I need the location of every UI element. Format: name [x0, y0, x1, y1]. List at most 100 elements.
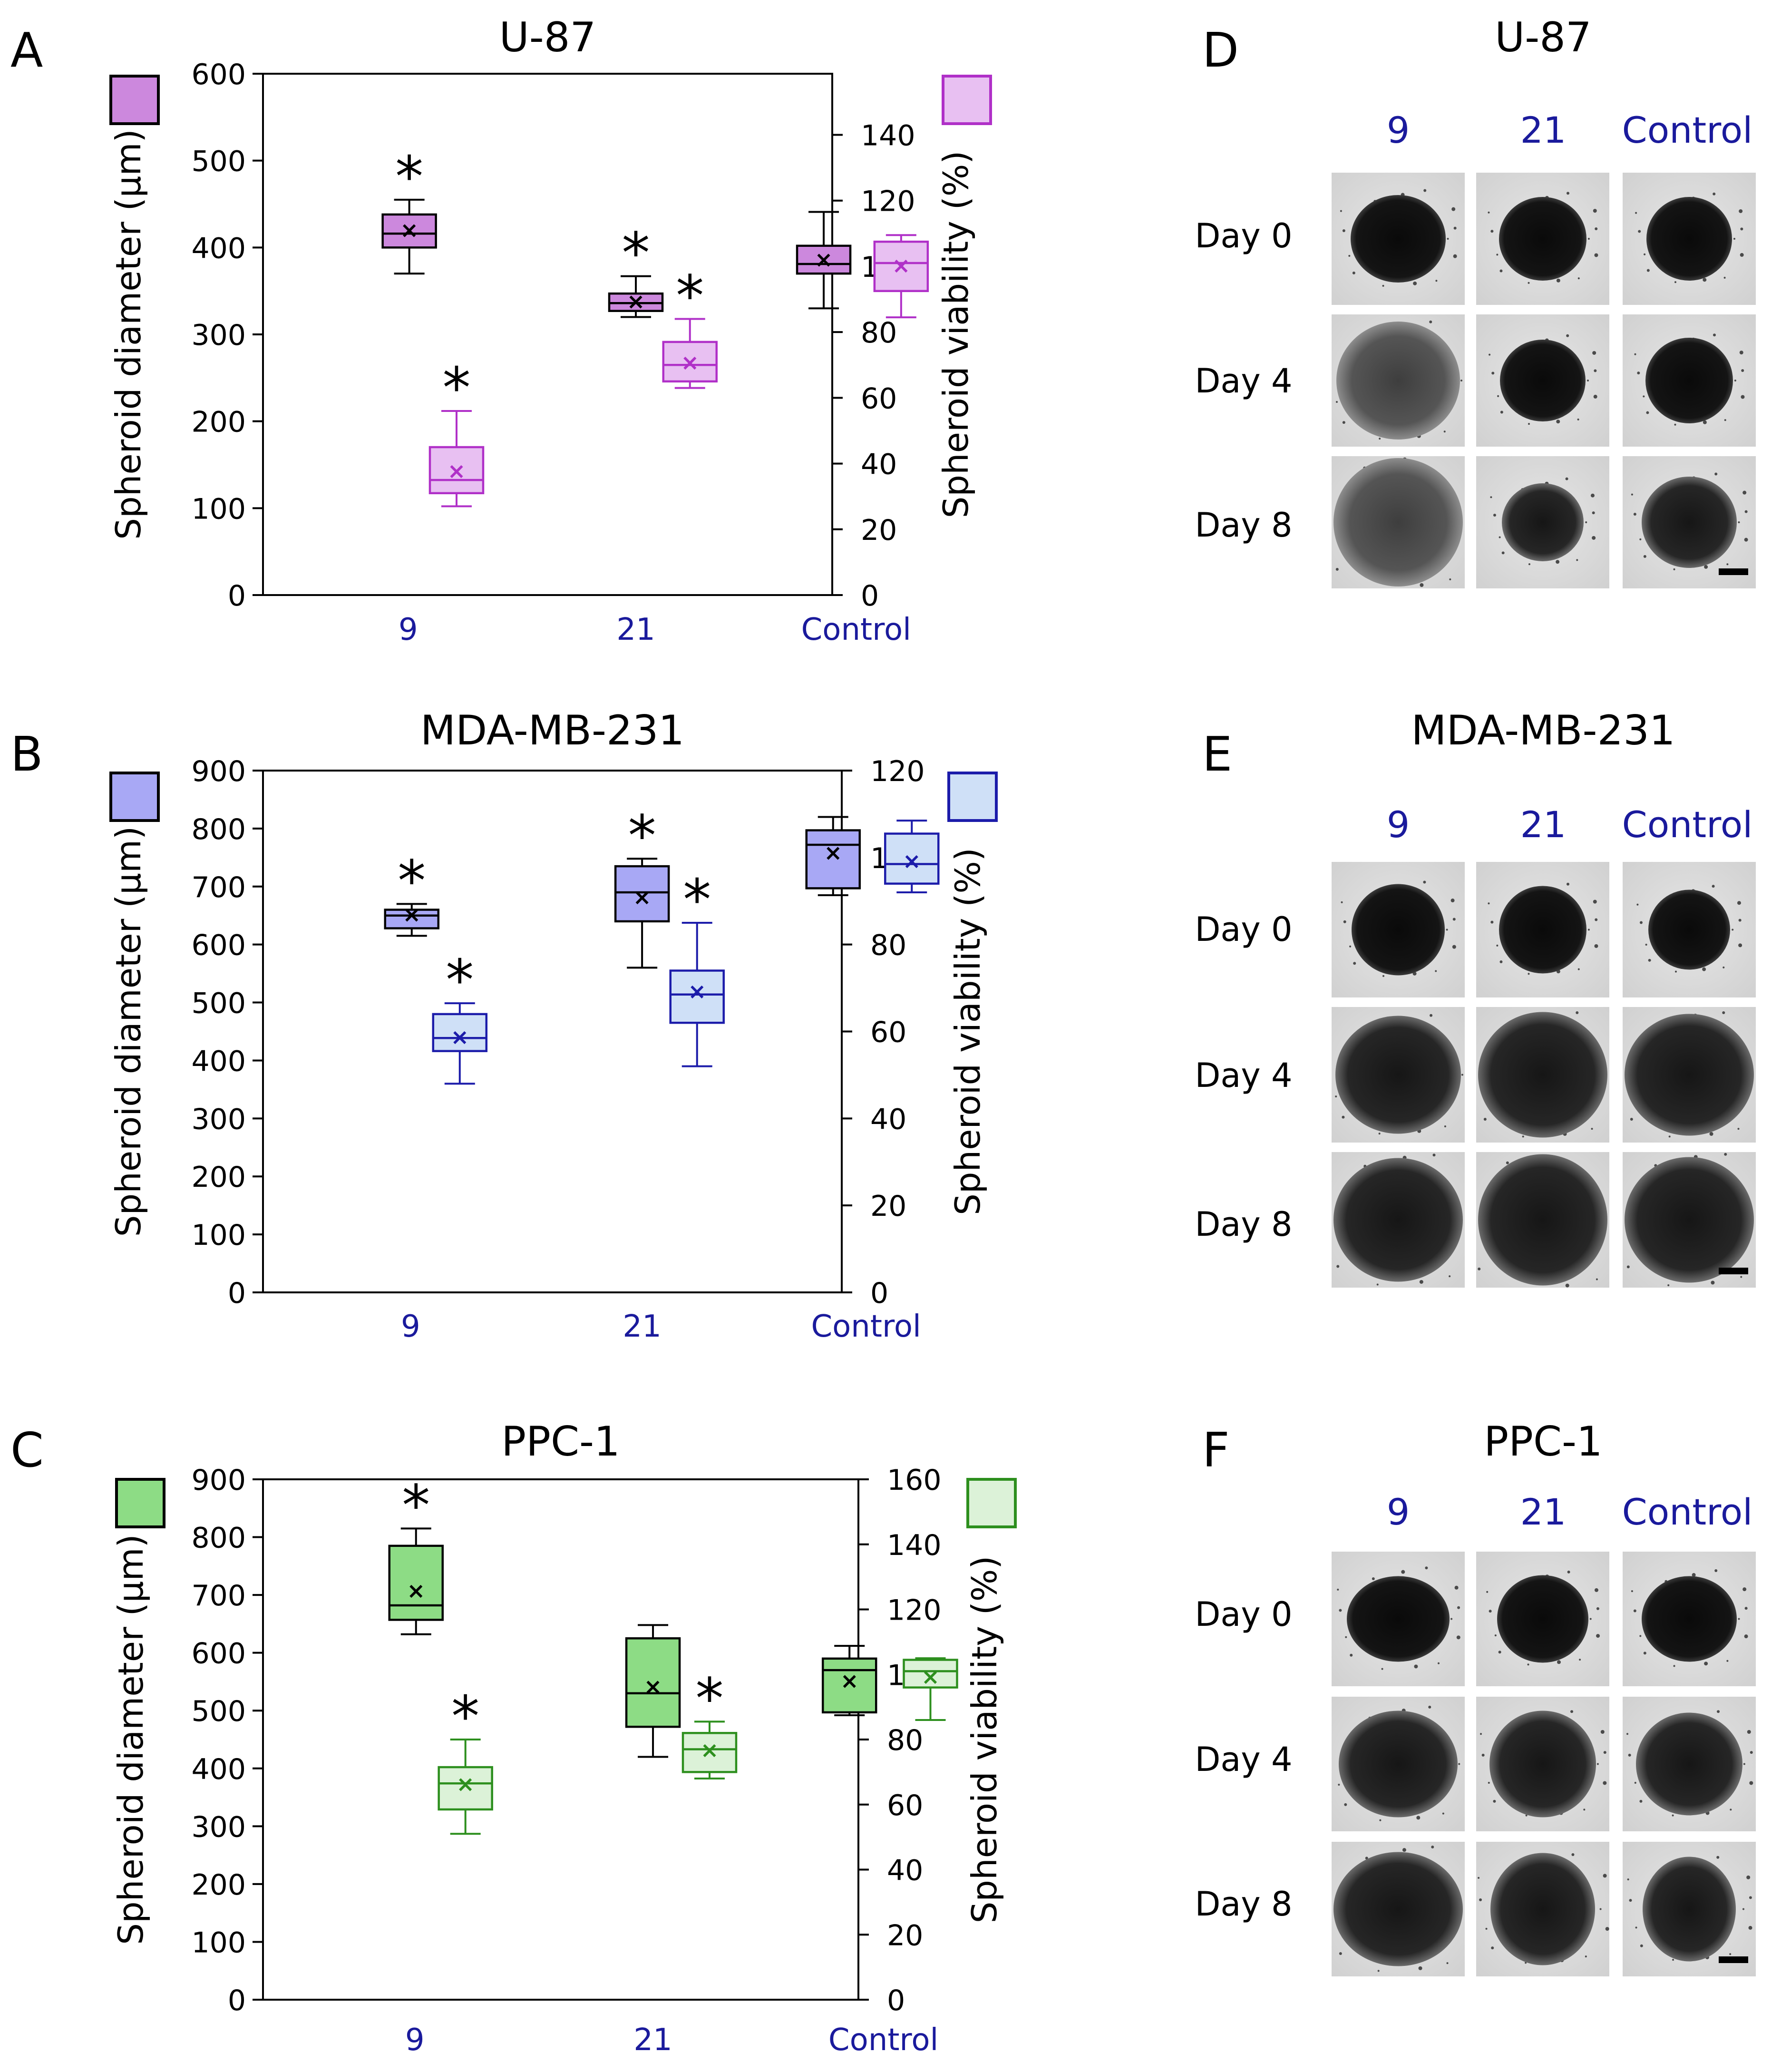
debris-speck	[1592, 511, 1595, 515]
debris-speck	[1522, 1135, 1524, 1138]
debris-speck	[1742, 490, 1747, 495]
panel-letter: D	[1202, 22, 1239, 78]
y-tick-label: 500	[191, 1695, 246, 1728]
scale-bar	[1719, 1956, 1748, 1963]
debris-speck	[1603, 1874, 1607, 1878]
debris-speck	[1449, 578, 1451, 580]
scale-bar	[1719, 1268, 1748, 1274]
panel-title: PPC-1	[1484, 1418, 1603, 1466]
debris-speck	[1599, 1908, 1602, 1910]
debris-speck	[1481, 1753, 1485, 1757]
x-category-label: 9	[401, 1309, 420, 1344]
spheroid-image	[1623, 862, 1756, 997]
significance-asterisk: *	[696, 1665, 724, 1731]
debris-speck	[1416, 1816, 1421, 1820]
debris-speck	[1704, 1662, 1708, 1666]
debris-speck	[1595, 918, 1598, 921]
diameter-legend-swatch	[109, 75, 160, 125]
debris-speck	[1431, 1845, 1434, 1848]
viability-legend-swatch	[942, 75, 992, 125]
debris-speck	[1626, 1733, 1629, 1735]
panel-letter: F	[1202, 1422, 1230, 1478]
y-tick-label: 300	[191, 319, 246, 352]
debris-speck	[1349, 945, 1352, 948]
x-category-label: 21	[623, 1309, 661, 1344]
debris-speck	[1603, 1751, 1606, 1754]
debris-speck	[1449, 1275, 1451, 1278]
y2-tick-label: 80	[887, 1724, 923, 1757]
debris-speck	[1714, 472, 1718, 476]
y2-tick-label: 20	[861, 514, 897, 547]
debris-speck	[1738, 943, 1742, 948]
spheroid-blob	[1643, 1857, 1736, 1962]
y-tick-label: 0	[228, 1984, 246, 2017]
debris-speck	[1479, 1898, 1482, 1902]
column-header: Control	[1622, 803, 1753, 846]
chart-panel-a: AU-8701002003004005006000204060801001201…	[10, 14, 992, 647]
debris-speck	[1335, 567, 1339, 571]
box-iqr	[662, 341, 718, 383]
row-label: Day 4	[1195, 1056, 1292, 1095]
diameter-box-21: ×*	[608, 220, 664, 318]
y-tick-label: 200	[191, 406, 246, 439]
y2-tick-label: 140	[861, 119, 915, 153]
debris-speck	[1712, 885, 1715, 888]
debris-speck	[1645, 944, 1647, 946]
spheroid-image	[1476, 862, 1609, 997]
row-label: Day 0	[1195, 1595, 1292, 1634]
debris-speck	[1365, 1857, 1368, 1860]
debris-speck	[1741, 369, 1744, 372]
debris-speck	[1566, 334, 1569, 337]
diameter-box-9: ×*	[388, 1472, 444, 1635]
viability-box-control: ×	[903, 1657, 958, 1721]
y-tick-label: 900	[191, 755, 246, 788]
debris-speck	[1382, 284, 1384, 287]
y-tick-label: 600	[191, 929, 246, 962]
debris-speck	[1450, 899, 1455, 903]
debris-speck	[1378, 1133, 1381, 1135]
debris-speck	[1401, 1570, 1405, 1574]
viability-box-control: ×	[873, 234, 929, 319]
debris-speck	[1742, 1908, 1744, 1910]
debris-speck	[1335, 1095, 1337, 1098]
micrograph-panel-e: E MDA-MB-231 9 21 Control Day 0 Day 4 Day 8	[1195, 707, 1756, 1288]
chart-title: PPC-1	[501, 1418, 620, 1466]
debris-speck	[1748, 1925, 1752, 1930]
significance-asterisk: *	[451, 1683, 479, 1749]
diameter-box-control: ×	[805, 816, 861, 897]
debris-speck	[1749, 1896, 1752, 1899]
debris-speck	[1342, 421, 1345, 424]
plot-frame	[262, 1478, 859, 2001]
y-tick-label: 700	[191, 1579, 246, 1613]
diameter-legend-swatch	[115, 1478, 165, 1528]
debris-speck	[1528, 282, 1530, 284]
debris-speck	[1593, 899, 1597, 904]
debris-speck	[1338, 1783, 1340, 1786]
debris-speck	[1717, 1710, 1720, 1713]
debris-speck	[1747, 1730, 1751, 1734]
debris-speck	[1556, 278, 1560, 283]
y2-axis-title: Spheroid viability (%)	[948, 848, 988, 1215]
debris-speck	[1724, 1153, 1727, 1156]
debris-speck	[1713, 192, 1716, 195]
debris-speck	[1488, 902, 1490, 905]
y-axis-title: Spheroid diameter (µm)	[111, 1534, 151, 1945]
debris-speck	[1631, 493, 1633, 496]
debris-speck	[1692, 1573, 1696, 1577]
debris-speck	[1630, 1118, 1633, 1121]
debris-speck	[1381, 1668, 1383, 1670]
y-tick-label: 600	[191, 1637, 246, 1671]
mean-marker: ×	[701, 1737, 719, 1763]
spheroid-image	[1332, 1842, 1465, 1976]
spheroid-image	[1332, 456, 1465, 588]
diameter-box-9: ×*	[384, 848, 440, 937]
spheroid-image	[1476, 1697, 1609, 1831]
spheroid-blob	[1333, 458, 1463, 586]
row-label: Day 8	[1195, 506, 1292, 545]
y-tick-label: 200	[191, 1868, 246, 1902]
box-iqr	[438, 1766, 493, 1811]
micrograph-panel-d: D U-87 9 21 Control Day 0 Day 4 Day 8	[1195, 14, 1756, 588]
debris-speck	[1739, 351, 1743, 355]
debris-speck	[1637, 371, 1640, 375]
viability-box-9: ×*	[438, 1683, 493, 1835]
